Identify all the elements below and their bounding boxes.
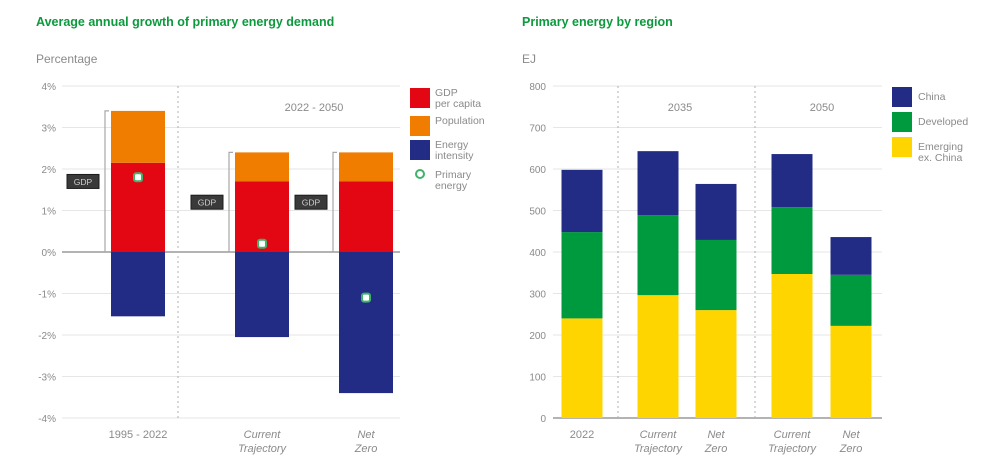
right-category-label: Net xyxy=(842,429,860,441)
right-ytick-label: 800 xyxy=(529,82,546,93)
left-category-label: Net xyxy=(357,429,375,441)
left-section-label: 2022 - 2050 xyxy=(285,102,344,114)
legend-label: Emerging xyxy=(918,141,963,153)
bar-segment-developed xyxy=(695,239,737,311)
gdp-label-text: GDP xyxy=(198,198,217,208)
legend-label: Population xyxy=(435,115,485,127)
right-ytick-label: 400 xyxy=(529,248,546,259)
right-chart-ylabel: EJ xyxy=(522,52,537,66)
right-category-label: 2022 xyxy=(570,429,594,441)
bar-segment-developed xyxy=(830,274,872,326)
right-chart-title: Primary energy by region xyxy=(522,15,673,29)
gdp-label-box xyxy=(66,173,100,189)
right-category-label: Trajectory xyxy=(768,443,818,455)
primary-energy-marker xyxy=(257,238,267,249)
right-category-label: Zero xyxy=(704,443,728,455)
legend-label: Energy xyxy=(435,139,469,151)
left-ytick-label: -2% xyxy=(38,331,56,342)
bar-segment-population xyxy=(111,110,165,163)
left-chart-title: Average annual growth of primary energy … xyxy=(36,15,335,29)
gdp-label-box xyxy=(294,194,328,210)
right-ytick-label: 500 xyxy=(529,207,546,218)
bar-segment-emerging-ex-china xyxy=(695,310,737,418)
legend-label: China xyxy=(918,91,946,103)
legend-swatch xyxy=(892,137,912,157)
legend-swatch xyxy=(410,140,430,160)
legend-swatch xyxy=(892,87,912,107)
left-category-label: Trajectory xyxy=(238,443,288,455)
gdp-bracket xyxy=(332,151,337,253)
bar-segment-emerging-ex-china xyxy=(771,273,813,418)
bar-segment-china xyxy=(830,237,872,275)
bar-segment-emerging-ex-china xyxy=(830,325,872,418)
legend-swatch xyxy=(410,88,430,108)
legend-label: ex. China xyxy=(918,152,963,164)
left-ytick-label: -3% xyxy=(38,373,56,384)
right-ytick-label: 200 xyxy=(529,331,546,342)
gdp-bracket xyxy=(104,110,109,253)
bar-segment-china xyxy=(695,183,737,240)
gdp-bracket xyxy=(228,151,233,253)
left-category-label: Current xyxy=(244,429,282,441)
bar-segment-energy-intensity xyxy=(235,252,289,338)
legend-swatch xyxy=(410,116,430,136)
left-ytick-label: 4% xyxy=(42,82,57,93)
right-ytick-label: 700 xyxy=(529,124,546,135)
bar-segment-developed xyxy=(771,207,813,274)
left-ytick-label: 0% xyxy=(42,248,57,259)
primary-energy-marker xyxy=(361,292,371,303)
legend-label: intensity xyxy=(435,150,474,162)
right-section-label: 2035 xyxy=(668,102,692,114)
gdp-label-text: GDP xyxy=(302,198,321,208)
left-ytick-label: 1% xyxy=(42,207,57,218)
right-ytick-label: 0 xyxy=(540,414,546,425)
right-section-label: 2050 xyxy=(810,102,834,114)
left-ytick-label: 3% xyxy=(42,124,57,135)
left-ytick-label: -4% xyxy=(38,414,56,425)
right-ytick-label: 600 xyxy=(529,165,546,176)
bar-segment-developed xyxy=(561,232,603,319)
left-ytick-label: -1% xyxy=(38,290,56,301)
legend-label: Primary xyxy=(435,169,472,181)
bar-segment-china xyxy=(771,154,813,208)
bar-segment-population xyxy=(235,152,289,182)
bar-segment-energy-intensity xyxy=(111,252,165,317)
bar-segment-emerging-ex-china xyxy=(561,318,603,418)
left-chart-ylabel: Percentage xyxy=(36,52,98,66)
bar-segment-population xyxy=(339,152,393,182)
bar-segment-china xyxy=(637,151,679,216)
legend-label: GDP xyxy=(435,87,458,99)
primary-energy-marker xyxy=(133,172,143,183)
legend-marker xyxy=(415,169,425,179)
bar-segment-china xyxy=(561,169,603,233)
bar-segment-developed xyxy=(637,215,679,296)
right-ytick-label: 100 xyxy=(529,373,546,384)
legend-swatch xyxy=(892,112,912,132)
right-category-label: Current xyxy=(774,429,812,441)
gdp-label-box xyxy=(190,194,224,210)
right-ytick-label: 300 xyxy=(529,290,546,301)
legend-label: Developed xyxy=(918,116,968,128)
right-category-label: Current xyxy=(640,429,678,441)
bar-segment-gdp-per-capita xyxy=(339,181,393,252)
legend-label: per capita xyxy=(435,98,481,110)
bar-segment-emerging-ex-china xyxy=(637,295,679,418)
right-category-label: Net xyxy=(707,429,725,441)
right-category-label: Zero xyxy=(839,443,863,455)
bar-segment-energy-intensity xyxy=(339,252,393,394)
legend-label: energy xyxy=(435,180,468,192)
left-category-label: Zero xyxy=(354,443,378,455)
left-ytick-label: 2% xyxy=(42,165,57,176)
left-category-label: 1995 - 2022 xyxy=(109,429,168,441)
gdp-label-text: GDP xyxy=(74,177,93,187)
right-category-label: Trajectory xyxy=(634,443,684,455)
